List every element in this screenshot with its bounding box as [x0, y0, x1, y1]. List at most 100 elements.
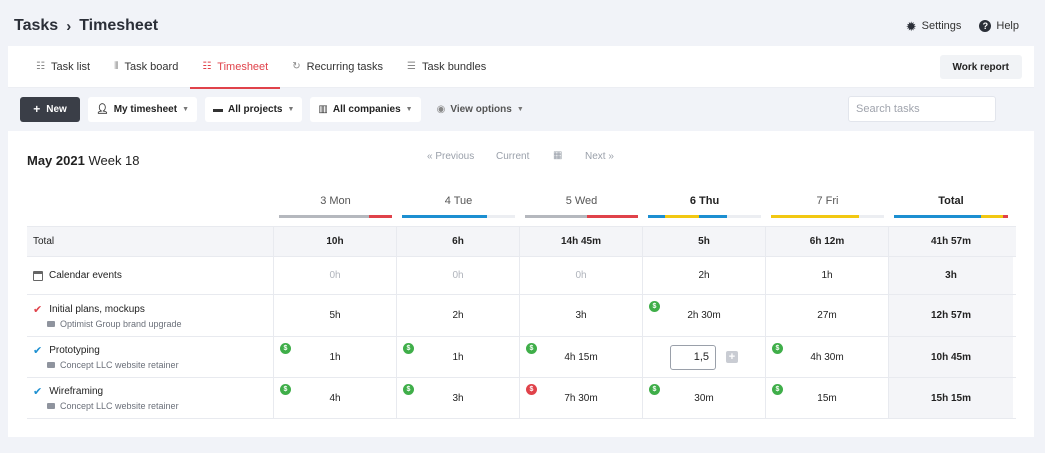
tab-label: Task bundles	[422, 60, 487, 73]
task-row: ✔ Prototyping Concept LLC website retainer…	[27, 337, 1016, 378]
row-label-cell[interactable]: ✔ Prototyping Concept LLC website retainer	[27, 337, 274, 377]
day-header: 6 Thu	[689, 195, 720, 207]
bundle-icon: ☰	[407, 61, 417, 72]
all-companies-dropdown[interactable]: ▥ All companies ▼	[310, 96, 421, 122]
work-report-button[interactable]: Work report	[939, 55, 1022, 79]
tab-recurring-tasks[interactable]: ↻ Recurring tasks	[280, 46, 395, 88]
row-label-cell[interactable]: ✔ Initial plans, mockups Optimist Group br…	[27, 295, 274, 336]
time-cell[interactable]: $15m	[766, 378, 889, 418]
gear-icon: ✹	[905, 18, 917, 34]
current-link[interactable]: Current	[496, 151, 530, 162]
totals-row: Total 10h 6h 14h 45m 5h 6h 12m 41h 57m	[27, 226, 1016, 257]
check-icon: ✔	[33, 386, 43, 398]
tab-task-board[interactable]: ⦀ Task board	[102, 46, 190, 88]
day-header: 7 Fri	[816, 195, 839, 207]
day-progress-bar	[402, 215, 515, 218]
time-cell[interactable]: $1h	[274, 337, 397, 377]
billable-icon: $	[280, 343, 291, 354]
add-entry-icon[interactable]: +	[726, 351, 738, 363]
time-cell[interactable]: $4h 30m	[766, 337, 889, 377]
time-cell[interactable]: $7h 30m	[520, 378, 643, 418]
time-cell[interactable]: 3h	[520, 295, 643, 336]
calendar-picker-icon[interactable]: ▦	[553, 150, 563, 161]
chevron-down-icon: ▼	[516, 105, 524, 113]
time-cell[interactable]: +	[643, 337, 766, 377]
bar-segment	[1003, 215, 1008, 218]
folder-icon	[47, 403, 55, 409]
day-progress-bar	[771, 215, 884, 218]
folder-icon	[47, 320, 55, 327]
tab-timesheet[interactable]: ☷ Timesheet	[190, 46, 281, 89]
new-button[interactable]: + New	[20, 96, 80, 122]
tab-task-bundles[interactable]: ☰ Task bundles	[395, 46, 498, 88]
row-total-value: 10h 45m	[930, 351, 972, 363]
time-cell[interactable]: $4h 15m	[520, 337, 643, 377]
all-projects-label: All projects	[228, 103, 283, 115]
help-link[interactable]: ? Help	[979, 20, 1019, 32]
time-value: 1h	[452, 351, 464, 363]
period-month: May 2021	[27, 153, 85, 168]
calendar-events-row: Calendar events 0h 0h 0h 2h 1h 3h	[27, 257, 1016, 295]
time-cell[interactable]: $2h 30m	[643, 295, 766, 336]
time-cell[interactable]: $30m	[643, 378, 766, 418]
time-entry-input[interactable]	[670, 344, 716, 370]
time-value: 27m	[817, 310, 837, 321]
search-input[interactable]	[848, 96, 996, 122]
tab-task-list[interactable]: ☷ Task list	[24, 46, 102, 88]
toolbar: + New 👤︎ My timesheet ▼ ▬ All projects ▼…	[20, 96, 532, 122]
row-label-cell: Calendar events	[27, 257, 274, 294]
row-total-cell: 15h 15m	[889, 378, 1013, 418]
time-value: 0h	[575, 270, 587, 281]
task-title: ✔ Wireframing	[33, 385, 179, 398]
time-value: 15m	[817, 392, 837, 404]
settings-link[interactable]: ✹ Settings	[906, 20, 962, 33]
project-name: Concept LLC website retainer	[60, 401, 179, 411]
breadcrumb: Tasks › Timesheet	[14, 17, 158, 35]
task-row: ✔ Initial plans, mockups Optimist Group br…	[27, 295, 1016, 337]
row-total-cell: 41h 57m	[889, 227, 1013, 256]
time-cell: 2h	[643, 257, 766, 294]
row-label: Total	[33, 236, 55, 247]
billable-icon: $	[403, 384, 414, 395]
breadcrumb-separator: ›	[66, 17, 72, 35]
chevron-down-icon: ▼	[182, 105, 189, 113]
billable-icon: $	[649, 301, 660, 312]
my-timesheet-dropdown[interactable]: 👤︎ My timesheet ▼	[88, 96, 197, 122]
time-cell[interactable]: $3h	[397, 378, 520, 418]
eye-icon: ◉	[436, 103, 446, 115]
total-header: Total	[938, 195, 964, 207]
time-value: 0h	[329, 270, 341, 281]
task-project: Concept LLC website retainer	[33, 401, 179, 411]
task-title: ✔ Initial plans, mockups	[33, 303, 182, 316]
time-cell: 6h	[397, 227, 520, 256]
next-link[interactable]: Next »	[585, 151, 614, 162]
row-total-value: 15h 15m	[930, 392, 972, 404]
folder-icon	[47, 362, 55, 368]
day-progress-bar	[648, 215, 761, 218]
previous-link[interactable]: « Previous	[427, 151, 475, 162]
view-options-dropdown[interactable]: ◉ View options ▼	[429, 97, 532, 122]
row-total-value: 12h 57m	[930, 310, 972, 321]
billable-icon: $	[649, 384, 660, 395]
all-projects-dropdown[interactable]: ▬ All projects ▼	[205, 96, 303, 122]
time-value: 14h 45m	[560, 236, 602, 247]
billable-icon: $	[526, 343, 537, 354]
time-cell[interactable]: 27m	[766, 295, 889, 336]
breadcrumb-root[interactable]: Tasks	[14, 17, 59, 34]
task-name: Wireframing	[49, 386, 104, 397]
time-cell: 0h	[520, 257, 643, 294]
time-cell[interactable]: $4h	[274, 378, 397, 418]
time-cell: 14h 45m	[520, 227, 643, 256]
recurring-icon: ↻	[292, 61, 301, 72]
time-cell[interactable]: 2h	[397, 295, 520, 336]
day-header: 3 Mon	[320, 195, 351, 207]
timesheet-icon: ☷	[202, 61, 212, 72]
row-label-cell[interactable]: ✔ Wireframing Concept LLC website retainer	[27, 378, 274, 418]
list-icon: ☷	[36, 61, 45, 72]
time-value: 2h 30m	[687, 310, 721, 321]
tab-label: Timesheet	[217, 60, 269, 73]
row-total-cell: 10h 45m	[889, 337, 1013, 377]
period-week: Week 18	[88, 153, 140, 168]
time-cell[interactable]: $1h	[397, 337, 520, 377]
time-cell[interactable]: 5h	[274, 295, 397, 336]
